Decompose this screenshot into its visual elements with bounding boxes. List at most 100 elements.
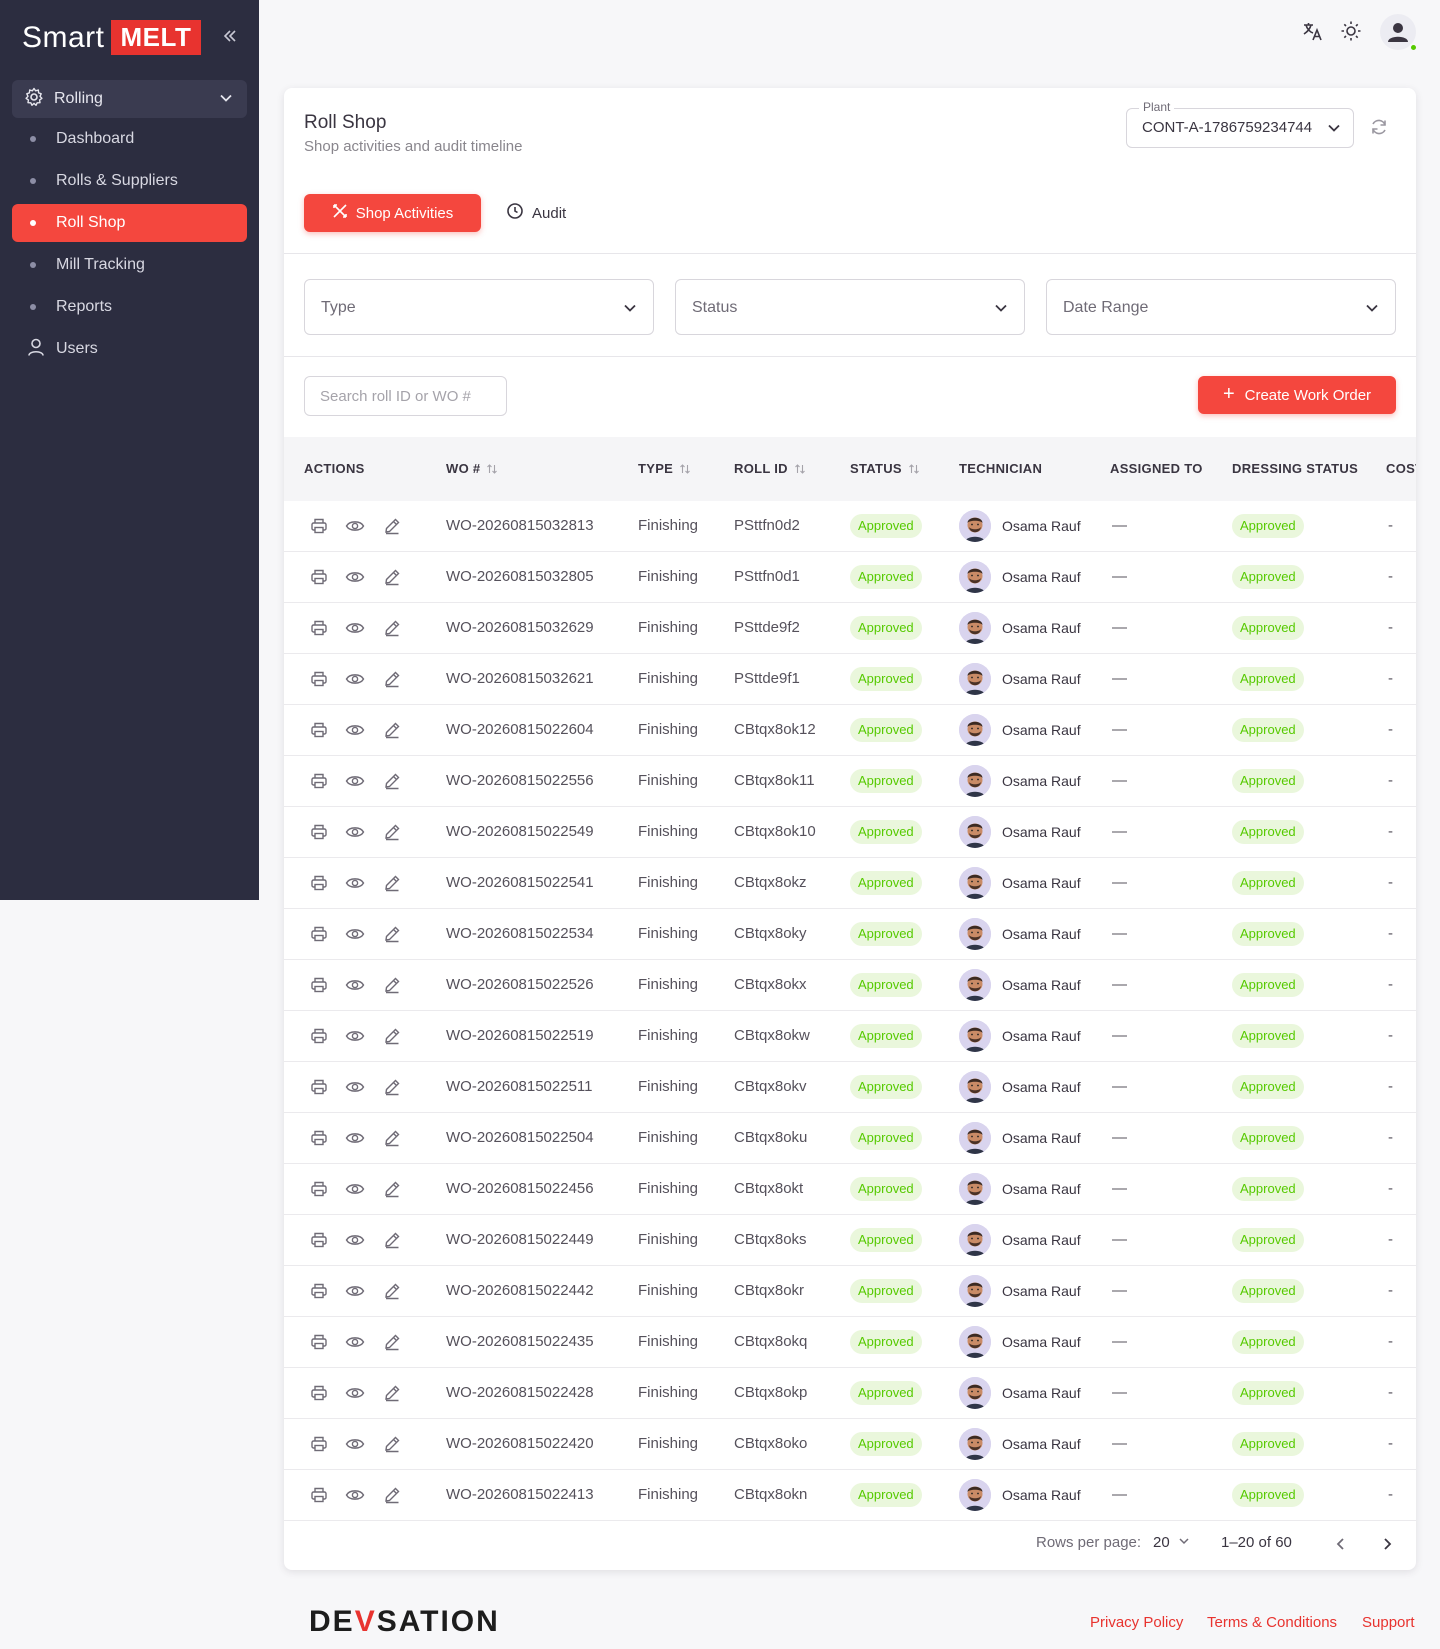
sidebar-item-reports[interactable]: Reports (12, 288, 247, 326)
previous-page-icon[interactable] (1334, 1537, 1348, 1555)
sidebar-item-users[interactable]: Users (12, 330, 247, 368)
sidebar-item-dashboard[interactable]: Dashboard (12, 120, 247, 158)
view-icon[interactable] (345, 1486, 365, 1509)
print-icon[interactable] (310, 772, 328, 795)
rows-per-page-select[interactable]: 20 (1153, 1534, 1190, 1551)
wo-number[interactable]: WO-20260815022442 (446, 1282, 594, 1299)
print-icon[interactable] (310, 1180, 328, 1203)
edit-icon[interactable] (383, 772, 401, 795)
sort-icon[interactable] (679, 463, 691, 475)
view-icon[interactable] (345, 1333, 365, 1356)
tab-shop-activities[interactable]: Shop Activities (304, 194, 481, 232)
privacy-policy-link[interactable]: Privacy Policy (1090, 1614, 1184, 1631)
view-icon[interactable] (345, 1027, 365, 1050)
edit-icon[interactable] (383, 823, 401, 846)
wo-number[interactable]: WO-20260815022556 (446, 772, 594, 789)
view-icon[interactable] (345, 1180, 365, 1203)
edit-icon[interactable] (383, 568, 401, 591)
sort-icon[interactable] (908, 463, 920, 475)
wo-number[interactable]: WO-20260815032805 (446, 568, 594, 585)
sidebar-item-mill-tracking[interactable]: Mill Tracking (12, 246, 247, 284)
wo-number[interactable]: WO-20260815022541 (446, 874, 594, 891)
edit-icon[interactable] (383, 1180, 401, 1203)
sidebar-group-rolling[interactable]: Rolling (12, 80, 247, 118)
print-icon[interactable] (310, 1486, 328, 1509)
view-icon[interactable] (345, 721, 365, 744)
edit-icon[interactable] (383, 1027, 401, 1050)
edit-icon[interactable] (383, 721, 401, 744)
edit-icon[interactable] (383, 1282, 401, 1305)
print-icon[interactable] (310, 1435, 328, 1458)
wo-number[interactable]: WO-20260815022549 (446, 823, 594, 840)
column-header-type[interactable]: TYPE (638, 461, 691, 476)
view-icon[interactable] (345, 517, 365, 540)
edit-icon[interactable] (383, 976, 401, 999)
edit-icon[interactable] (383, 1231, 401, 1254)
view-icon[interactable] (345, 976, 365, 999)
print-icon[interactable] (310, 925, 328, 948)
support-link[interactable]: Support (1362, 1614, 1415, 1631)
type-filter-select[interactable]: Type (304, 279, 654, 335)
edit-icon[interactable] (383, 1129, 401, 1152)
print-icon[interactable] (310, 670, 328, 693)
edit-icon[interactable] (383, 1435, 401, 1458)
sidebar-item-roll-shop[interactable]: Roll Shop (12, 204, 247, 242)
view-icon[interactable] (345, 670, 365, 693)
wo-number[interactable]: WO-20260815022428 (446, 1384, 594, 1401)
sidebar-item-rolls-suppliers[interactable]: Rolls & Suppliers (12, 162, 247, 200)
print-icon[interactable] (310, 1333, 328, 1356)
view-icon[interactable] (345, 1282, 365, 1305)
wo-number[interactable]: WO-20260815032813 (446, 517, 594, 534)
sun-icon[interactable] (1340, 20, 1362, 47)
print-icon[interactable] (310, 619, 328, 642)
view-icon[interactable] (345, 874, 365, 897)
column-header-roll-id[interactable]: ROLL ID (734, 461, 806, 476)
edit-icon[interactable] (383, 925, 401, 948)
status-filter-select[interactable]: Status (675, 279, 1025, 335)
print-icon[interactable] (310, 1384, 328, 1407)
print-icon[interactable] (310, 976, 328, 999)
wo-number[interactable]: WO-20260815022435 (446, 1333, 594, 1350)
view-icon[interactable] (345, 1231, 365, 1254)
edit-icon[interactable] (383, 1333, 401, 1356)
print-icon[interactable] (310, 1027, 328, 1050)
edit-icon[interactable] (383, 517, 401, 540)
wo-number[interactable]: WO-20260815022413 (446, 1486, 594, 1503)
sort-icon[interactable] (486, 463, 498, 475)
view-icon[interactable] (345, 823, 365, 846)
wo-number[interactable]: WO-20260815022604 (446, 721, 594, 738)
print-icon[interactable] (310, 568, 328, 591)
view-icon[interactable] (345, 772, 365, 795)
view-icon[interactable] (345, 619, 365, 642)
edit-icon[interactable] (383, 1384, 401, 1407)
column-header-status[interactable]: STATUS (850, 461, 920, 476)
next-page-icon[interactable] (1380, 1537, 1394, 1555)
view-icon[interactable] (345, 1078, 365, 1101)
sort-icon[interactable] (794, 463, 806, 475)
wo-number[interactable]: WO-20260815022420 (446, 1435, 594, 1452)
create-work-order-button[interactable]: + Create Work Order (1198, 376, 1396, 414)
wo-number[interactable]: WO-20260815032629 (446, 619, 594, 636)
print-icon[interactable] (310, 874, 328, 897)
edit-icon[interactable] (383, 619, 401, 642)
plant-select[interactable]: Plant CONT-A-1786759234744 (1126, 100, 1354, 148)
view-icon[interactable] (345, 925, 365, 948)
print-icon[interactable] (310, 1231, 328, 1254)
print-icon[interactable] (310, 1282, 328, 1305)
view-icon[interactable] (345, 568, 365, 591)
view-icon[interactable] (345, 1129, 365, 1152)
view-icon[interactable] (345, 1384, 365, 1407)
print-icon[interactable] (310, 1129, 328, 1152)
search-input[interactable] (304, 376, 507, 416)
edit-icon[interactable] (383, 1486, 401, 1509)
wo-number[interactable]: WO-20260815022526 (446, 976, 594, 993)
brand-logo[interactable]: Smart MELT (22, 20, 202, 55)
wo-number[interactable]: WO-20260815022511 (446, 1078, 593, 1095)
tab-audit[interactable]: Audit (506, 194, 566, 232)
wo-number[interactable]: WO-20260815022449 (446, 1231, 594, 1248)
wo-number[interactable]: WO-20260815022456 (446, 1180, 594, 1197)
view-icon[interactable] (345, 1435, 365, 1458)
wo-number[interactable]: WO-20260815022504 (446, 1129, 594, 1146)
wo-number[interactable]: WO-20260815022534 (446, 925, 594, 942)
user-avatar[interactable] (1380, 14, 1418, 52)
